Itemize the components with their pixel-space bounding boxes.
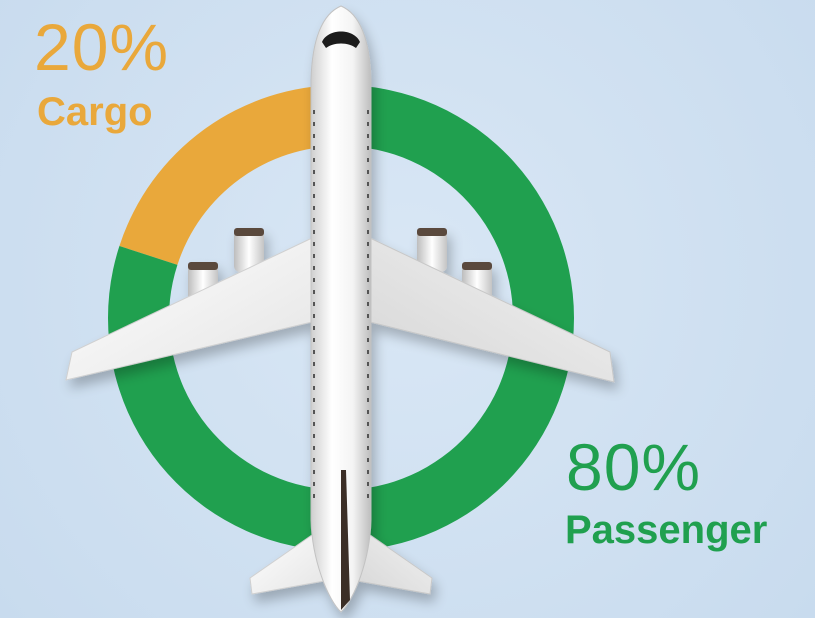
window-dot <box>313 470 315 474</box>
window-dot <box>367 158 369 162</box>
window-dot <box>367 386 369 390</box>
window-dot <box>313 134 315 138</box>
window-dot <box>313 362 315 366</box>
window-dot <box>313 194 315 198</box>
window-dot <box>367 314 369 318</box>
window-dot <box>367 494 369 498</box>
window-dot <box>367 230 369 234</box>
cabin-windows-right <box>367 110 369 498</box>
window-dot <box>313 410 315 414</box>
window-dot <box>313 434 315 438</box>
window-dot <box>367 482 369 486</box>
window-dot <box>313 122 315 126</box>
window-dot <box>367 110 369 114</box>
window-dot <box>367 290 369 294</box>
window-dot <box>313 242 315 246</box>
window-dot <box>313 218 315 222</box>
window-dot <box>367 446 369 450</box>
donut-slice-cargo <box>119 85 341 265</box>
window-dot <box>313 170 315 174</box>
wing-right <box>369 237 615 383</box>
fuselage <box>310 5 372 613</box>
cabin-windows-left <box>313 110 315 498</box>
window-dot <box>313 422 315 426</box>
window-dot <box>367 266 369 270</box>
wing-left <box>65 237 313 381</box>
cockpit-icon <box>322 31 360 48</box>
window-dot <box>367 254 369 258</box>
cargo-category-label: Cargo <box>37 90 153 134</box>
window-dot <box>313 206 315 210</box>
window-dot <box>367 134 369 138</box>
window-dot <box>367 398 369 402</box>
window-dot <box>367 326 369 330</box>
window-dot <box>367 170 369 174</box>
window-dot <box>313 158 315 162</box>
window-dot <box>367 182 369 186</box>
window-dot <box>367 194 369 198</box>
window-dot <box>367 218 369 222</box>
window-dot <box>313 146 315 150</box>
window-dot <box>313 398 315 402</box>
window-dot <box>367 470 369 474</box>
window-dot <box>313 266 315 270</box>
window-dot <box>367 122 369 126</box>
window-dot <box>313 458 315 462</box>
window-dot <box>313 110 315 114</box>
window-dot <box>313 182 315 186</box>
tail-fin <box>341 470 350 610</box>
window-dot <box>313 326 315 330</box>
window-dot <box>313 290 315 294</box>
window-dot <box>313 314 315 318</box>
window-dot <box>313 302 315 306</box>
engine-left-inner <box>234 228 264 272</box>
window-dot <box>367 278 369 282</box>
airplane-icon <box>65 5 615 613</box>
passenger-category-label: Passenger <box>565 508 768 552</box>
window-dot <box>313 230 315 234</box>
window-dot <box>367 242 369 246</box>
window-dot <box>367 302 369 306</box>
donut-slices <box>107 85 574 551</box>
window-dot <box>313 350 315 354</box>
passenger-percent-label: 80% <box>566 430 702 504</box>
window-dot <box>367 362 369 366</box>
window-dot <box>367 146 369 150</box>
window-dot <box>367 206 369 210</box>
window-dot <box>367 410 369 414</box>
window-dot <box>313 374 315 378</box>
window-dot <box>313 254 315 258</box>
window-dot <box>313 482 315 486</box>
window-dot <box>367 338 369 342</box>
window-dot <box>367 350 369 354</box>
cargo-percent-label: 20% <box>34 10 170 84</box>
window-dot <box>313 494 315 498</box>
window-dot <box>367 434 369 438</box>
window-dot <box>367 374 369 378</box>
window-dot <box>367 422 369 426</box>
window-dot <box>313 446 315 450</box>
engine-right-inner <box>417 228 447 272</box>
window-dot <box>313 278 315 282</box>
window-dot <box>367 458 369 462</box>
window-dot <box>313 338 315 342</box>
window-dot <box>313 386 315 390</box>
